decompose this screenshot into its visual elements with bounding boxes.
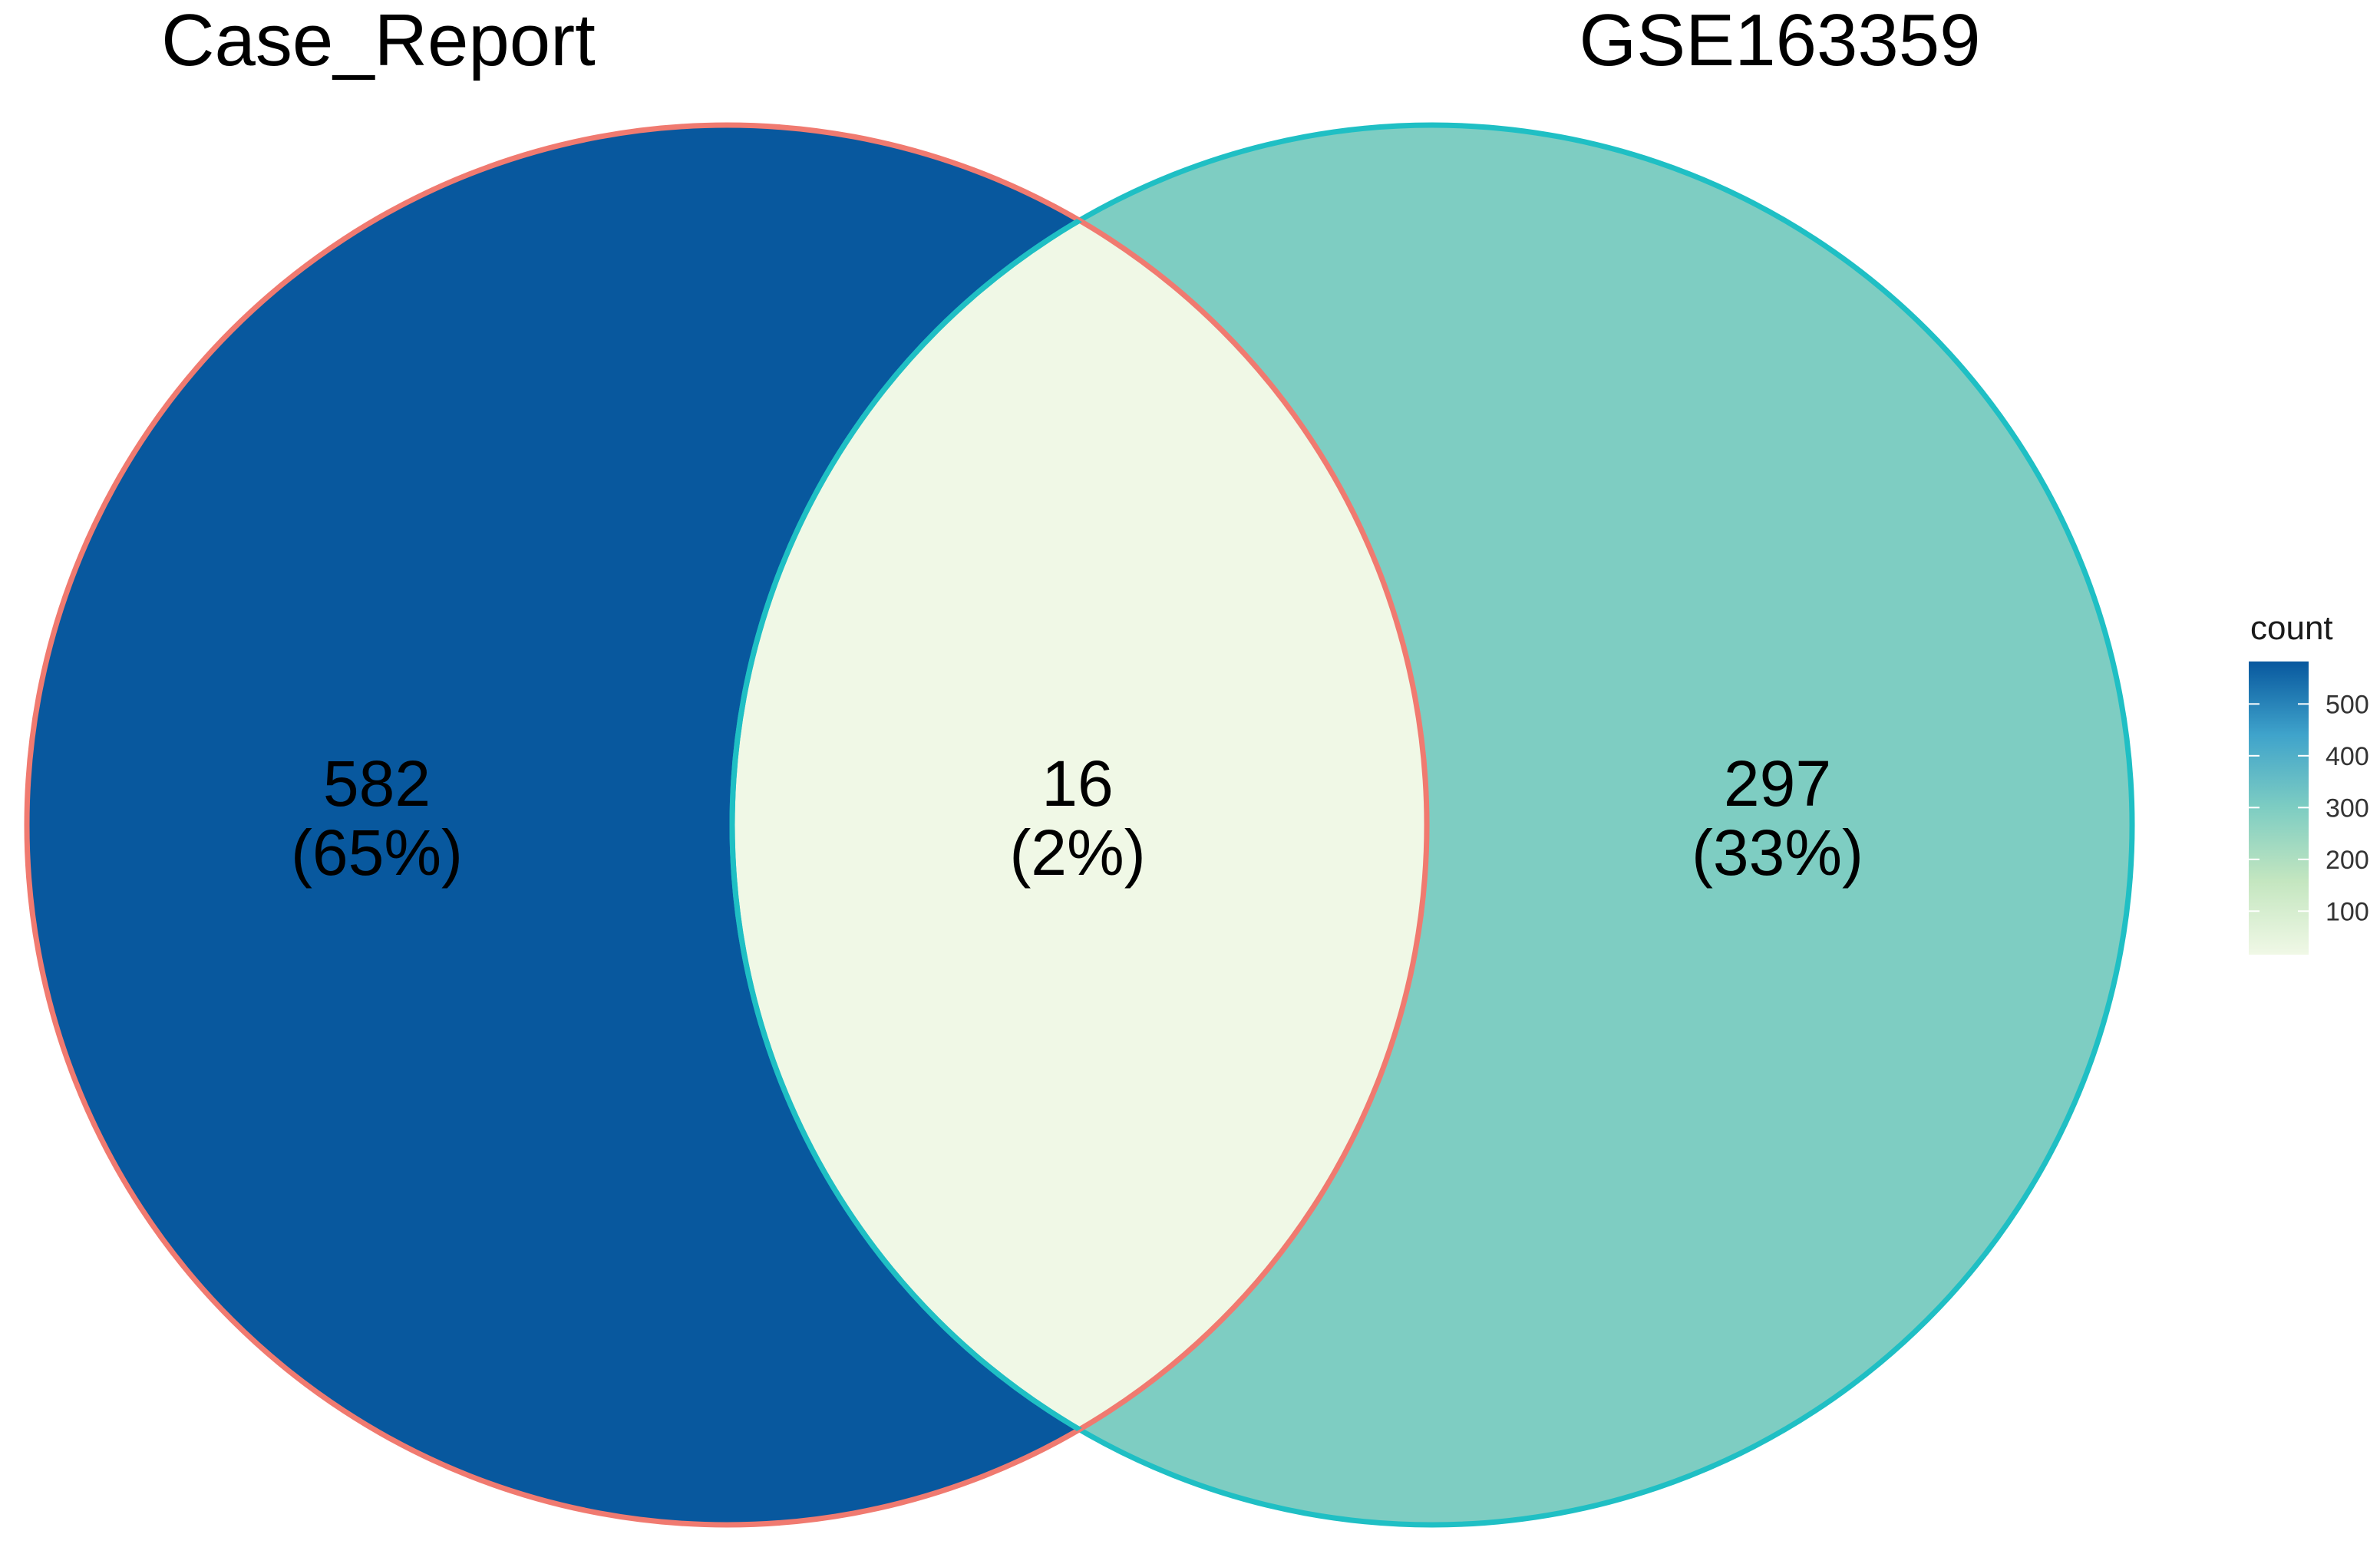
set-title-case-report: Case_Report [161,0,596,81]
region-intersection [732,125,1427,1525]
percent-intersection: (2%) [1009,817,1145,889]
percent-case-report-only: (65%) [291,817,463,889]
legend-tick-label: 300 [2326,793,2369,823]
count-case-report-only: 582 [323,747,431,820]
legend-tick-label: 400 [2326,742,2369,771]
count-legend: count 500 400 300 200 100 [2249,609,2369,955]
percent-gse163359-only: (33%) [1692,817,1863,889]
legend-tick-label: 100 [2326,897,2369,926]
legend-tick-label: 500 [2326,690,2369,719]
count-intersection: 16 [1041,747,1113,820]
set-title-gse163359: GSE163359 [1579,0,1980,81]
count-gse163359-only: 297 [1724,747,1831,820]
legend-tick-label: 200 [2326,846,2369,875]
case-report-circle-border [24,122,1430,1528]
gse163359-inner-arc [729,125,1427,1525]
legend-title: count [2250,609,2333,647]
